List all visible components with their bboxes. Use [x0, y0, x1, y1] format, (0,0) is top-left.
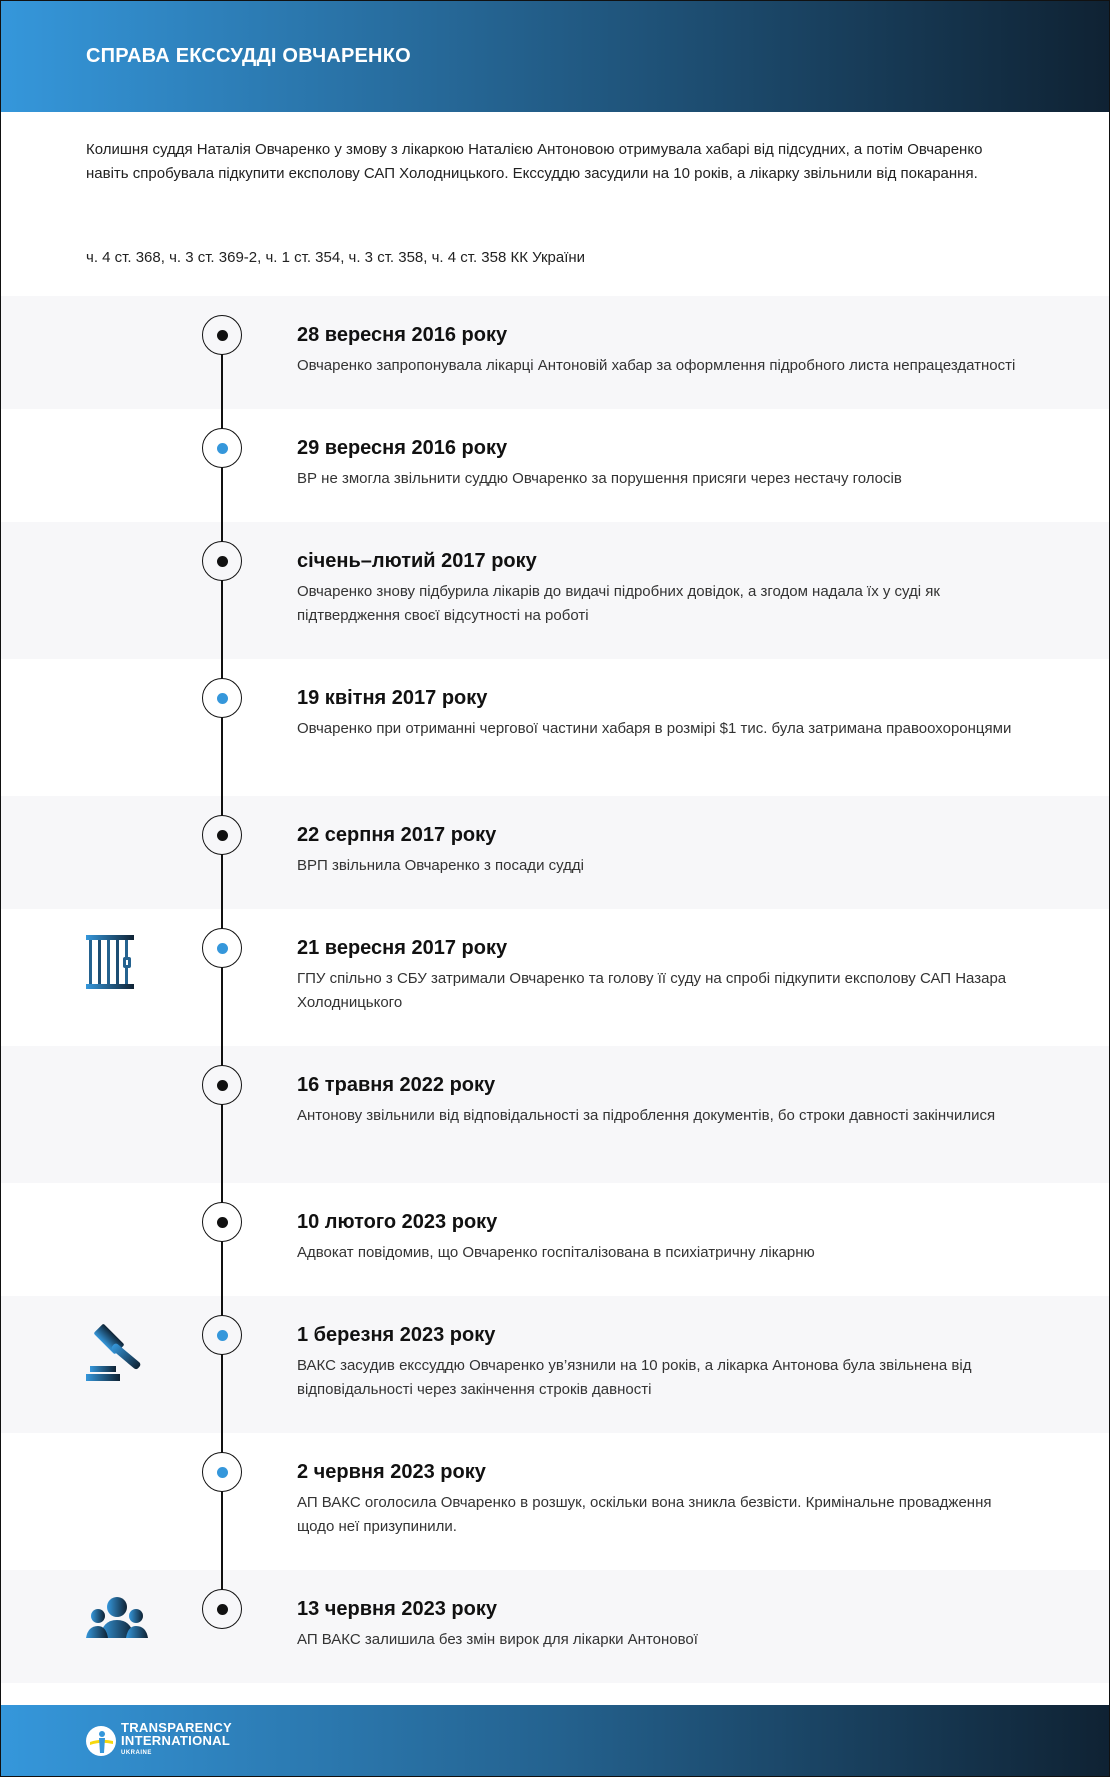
timeline-marker-icon	[202, 678, 242, 718]
event-date: 10 лютого 2023 року	[297, 1211, 498, 1233]
event-date: 2 червня 2023 року	[297, 1461, 486, 1483]
marker-dot	[216, 1603, 228, 1615]
marker-dot	[216, 829, 228, 841]
timeline-line	[221, 316, 223, 409]
timeline-marker-icon	[202, 315, 242, 355]
footer: TRANSPARENCY INTERNATIONAL UKRAINE	[1, 1705, 1109, 1776]
legal-articles: ч. 4 ст. 368, ч. 3 ст. 369-2, ч. 1 ст. 3…	[86, 249, 586, 266]
timeline-marker-icon	[202, 815, 242, 855]
timeline-line	[221, 909, 223, 1046]
timeline-event: 16 травня 2022 року Антонову звільнили в…	[1, 1046, 1109, 1183]
timeline-event: січень–лютий 2017 року Овчаренко знову п…	[1, 522, 1109, 659]
people-group-icon	[86, 1596, 148, 1643]
event-date: 21 вересня 2017 року	[297, 937, 508, 959]
event-description: Овчаренко при отриманні чергової частини…	[297, 720, 1012, 737]
event-description: Антонову звільнили від відповідальності …	[297, 1107, 996, 1124]
event-date: січень–лютий 2017 року	[297, 550, 537, 572]
timeline-line	[221, 1046, 223, 1183]
prison-bars-icon	[86, 935, 134, 994]
timeline-marker-icon	[202, 1202, 242, 1242]
event-description: АП ВАКС залишила без змін вирок для ліка…	[297, 1631, 698, 1648]
event-description: ВАКС засудив екссуддю Овчаренко ув’язнил…	[297, 1357, 972, 1398]
timeline-event: 28 вересня 2016 року Овчаренко запропону…	[1, 296, 1109, 409]
timeline-marker-icon	[202, 1065, 242, 1105]
timeline-event: 2 червня 2023 року АП ВАКС оголосила Овч…	[1, 1433, 1109, 1570]
header: СПРАВА ЕКССУДДІ ОВЧАРЕНКО	[1, 1, 1109, 112]
event-description: АП ВАКС оголосила Овчаренко в розшук, ос…	[297, 1494, 992, 1535]
intro-text: Колишня суддя Наталія Овчаренко у змову …	[86, 141, 983, 182]
event-description: Овчаренко запропонувала лікарці Антонові…	[297, 357, 1016, 374]
timeline-line	[221, 522, 223, 659]
event-description: ГПУ спільно з СБУ затримали Овчаренко та…	[297, 970, 1007, 1011]
timeline: 28 вересня 2016 року Овчаренко запропону…	[1, 296, 1109, 1683]
marker-dot	[216, 329, 228, 341]
event-date: 29 вересня 2016 року	[297, 437, 508, 459]
event-date: 28 вересня 2016 року	[297, 324, 508, 346]
transparency-logo-icon	[86, 1725, 116, 1756]
timeline-marker-icon	[202, 428, 242, 468]
event-date: 1 березня 2023 року	[297, 1324, 496, 1346]
timeline-event: 21 вересня 2017 року ГПУ спільно з СБУ з…	[1, 909, 1109, 1046]
timeline-event: 10 лютого 2023 року Адвокат повідомив, щ…	[1, 1183, 1109, 1296]
event-description: ВРП звільнила Овчаренко з посади судді	[297, 857, 584, 874]
marker-dot	[216, 1466, 228, 1478]
event-date: 22 серпня 2017 року	[297, 824, 497, 846]
timeline-marker-icon	[202, 1452, 242, 1492]
event-description: ВР не змогла звільнити суддю Овчаренко з…	[297, 470, 902, 487]
marker-dot	[216, 692, 228, 704]
marker-dot	[216, 442, 228, 454]
timeline-event: 19 квітня 2017 року Овчаренко при отрима…	[1, 659, 1109, 796]
event-date: 13 червня 2023 року	[297, 1598, 497, 1620]
timeline-event: 13 червня 2023 року АП ВАКС залишила без…	[1, 1570, 1109, 1683]
marker-dot	[216, 942, 228, 954]
marker-dot	[216, 1329, 228, 1341]
gavel-icon	[86, 1322, 148, 1389]
timeline-event: 29 вересня 2016 року ВР не змогла звільн…	[1, 409, 1109, 522]
timeline-event: 22 серпня 2017 року ВРП звільнила Овчаре…	[1, 796, 1109, 909]
timeline-marker-icon	[202, 541, 242, 581]
timeline-line	[221, 1570, 223, 1590]
timeline-marker-icon	[202, 928, 242, 968]
logo-text: TRANSPARENCY INTERNATIONAL UKRAINE	[121, 1720, 232, 1756]
marker-dot	[216, 1079, 228, 1091]
timeline-marker-icon	[202, 1315, 242, 1355]
marker-dot	[216, 555, 228, 567]
timeline-marker-icon	[202, 1589, 242, 1629]
timeline-line	[221, 1296, 223, 1433]
page-title: СПРАВА ЕКССУДДІ ОВЧАРЕНКО	[86, 45, 411, 67]
timeline-line	[221, 659, 223, 796]
event-description: Адвокат повідомив, що Овчаренко госпітал…	[297, 1244, 815, 1261]
timeline-line	[221, 1433, 223, 1570]
timeline-event: 1 березня 2023 року ВАКС засудив екссудд…	[1, 1296, 1109, 1433]
event-date: 19 квітня 2017 року	[297, 687, 488, 709]
event-description: Овчаренко знову підбурила лікарів до вид…	[297, 583, 940, 624]
event-date: 16 травня 2022 року	[297, 1074, 496, 1096]
marker-dot	[216, 1216, 228, 1228]
